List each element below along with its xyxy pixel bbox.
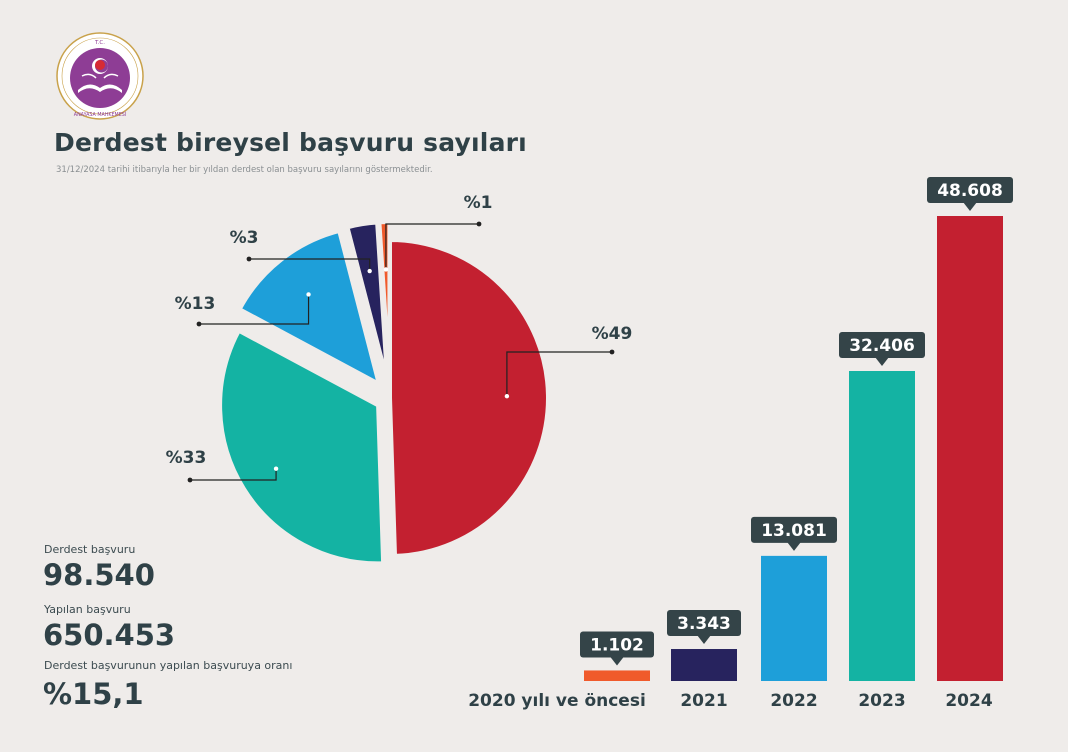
bar-value-label: 32.406 <box>849 336 915 356</box>
bar-value-box <box>751 516 837 543</box>
bar-value-label: 13.081 <box>761 521 827 541</box>
bar-value-pointer <box>697 635 711 645</box>
bar-value-pointer <box>787 541 801 551</box>
pie-leader-dot <box>476 221 482 227</box>
pie-leader-line <box>249 258 371 272</box>
pie-slice-label: %13 <box>175 294 216 314</box>
pie-marker <box>306 292 311 297</box>
pie-marker <box>504 393 510 399</box>
anayasa-mahkemesi-logo: T.C. ANAYASA MAHKEMESİ <box>56 32 144 120</box>
pie-marker <box>367 268 372 274</box>
bar-value-pointer <box>610 656 624 666</box>
svg-text:ANAYASA MAHKEMESİ: ANAYASA MAHKEMESİ <box>74 111 126 118</box>
pie-marker <box>383 267 389 272</box>
bar-value-box <box>839 331 925 358</box>
bar-value-box <box>667 610 741 637</box>
pie-marker <box>273 466 279 471</box>
pie-leader-line <box>506 351 612 397</box>
bar-value-pointer <box>875 356 889 366</box>
pie-slice-label: %33 <box>166 448 207 468</box>
pie-slice-label: %1 <box>464 193 493 213</box>
bar-category-label: 2023 <box>858 691 905 711</box>
bar-3 <box>761 555 827 681</box>
bar-category-label: 2020 yılı ve öncesi <box>468 691 646 711</box>
pending-applications-value: 98.540 <box>43 558 155 592</box>
ratio-value: %15,1 <box>43 677 144 711</box>
filed-applications-label: Yapılan başvuru <box>44 603 131 616</box>
pie-slice <box>345 220 390 381</box>
page-title: Derdest bireysel başvuru sayıları <box>54 128 527 157</box>
pie-leader-dot <box>609 349 615 355</box>
page-subtitle: 31/12/2024 tarihi itibarıyla her bir yıl… <box>56 165 433 175</box>
bar-4 <box>849 370 915 681</box>
pie-slice-label: %49 <box>592 324 633 344</box>
pie-slice <box>377 220 392 381</box>
pie-slice <box>388 237 550 558</box>
pie-leader-dot <box>187 477 193 483</box>
filed-applications-value: 650.453 <box>43 618 176 652</box>
bar-value-pointer <box>963 202 977 211</box>
bar-category-label: 2022 <box>770 691 817 711</box>
pie-leader-dot <box>246 256 252 262</box>
bar-5 <box>937 216 1003 681</box>
pending-applications-label: Derdest başvuru <box>44 543 136 556</box>
pie-leader-line <box>199 294 310 325</box>
bar-2 <box>671 649 737 681</box>
pie-slice <box>218 328 386 566</box>
bar-value-label: 1.102 <box>590 635 644 655</box>
pie-leader-dot <box>196 321 202 327</box>
bar-value-box <box>580 631 654 658</box>
bar-category-label: 2024 <box>945 691 992 711</box>
bar-value-label: 48.608 <box>937 181 1003 201</box>
pie-slice-label: %3 <box>230 228 259 248</box>
bar-value-box <box>927 177 1013 203</box>
bar-category-label: 2021 <box>680 691 727 711</box>
ratio-label: Derdest başvurunun yapılan başvuruya ora… <box>44 659 293 672</box>
pie-leader-line <box>190 468 277 481</box>
bar-value-label: 3.343 <box>677 614 731 634</box>
svg-text:T.C.: T.C. <box>94 40 105 46</box>
bar-1 <box>584 670 650 681</box>
pie-slice <box>236 228 382 388</box>
pie-leader-line <box>385 223 479 270</box>
